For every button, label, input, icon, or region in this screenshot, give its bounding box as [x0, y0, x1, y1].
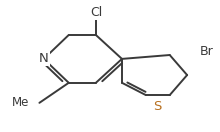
Text: N: N — [39, 52, 49, 65]
Text: S: S — [154, 100, 162, 113]
Text: Cl: Cl — [90, 6, 102, 19]
Text: Me: Me — [12, 96, 30, 109]
Text: Br: Br — [200, 45, 214, 58]
